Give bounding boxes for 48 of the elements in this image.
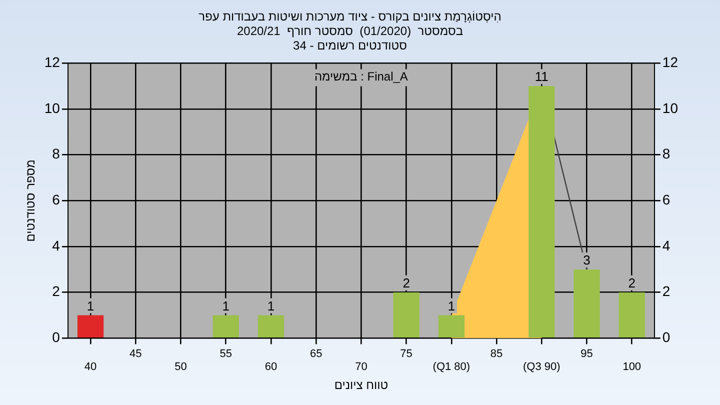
bar <box>258 315 284 338</box>
y-axis-title: מספר סטודנטים <box>24 160 38 242</box>
data-label: 3 <box>583 252 590 268</box>
data-label: 1 <box>448 298 456 314</box>
y2-tick-label: 12 <box>662 54 678 70</box>
x-tick-label: 95 <box>580 348 593 360</box>
x-tick-label: 100 <box>622 361 642 374</box>
y2-tick-label: 8 <box>662 146 670 162</box>
y2-tick-label: 10 <box>662 100 678 116</box>
data-label: 1 <box>267 298 275 314</box>
data-label: 1 <box>222 298 230 314</box>
y-tick-label: 8 <box>52 146 60 162</box>
y2-tick-label: 4 <box>662 237 670 254</box>
bar <box>393 292 420 338</box>
x-tick-label: (Q1 80) <box>432 361 470 374</box>
data-label: 2 <box>628 275 636 290</box>
bar <box>77 315 104 338</box>
chart-title: הִיסְטוֹגְרָמַת ציונים בקורס - ציוד מערכות ושיטות בעבודות עפר <box>198 10 502 24</box>
x-tick-label: 75 <box>400 348 412 360</box>
x-tick-label: 40 <box>84 361 97 374</box>
x-axis-title: טווח ציונים <box>334 378 388 392</box>
x-tick-label: (Q3 90) <box>523 361 560 374</box>
x-tick-label: 50 <box>174 361 187 374</box>
y-tick-label: 10 <box>44 100 60 116</box>
bar <box>528 86 555 338</box>
y2-tick-label: 2 <box>662 283 670 300</box>
annotation: במשימה : Final_A <box>314 70 408 84</box>
x-tick-label: 45 <box>130 348 142 360</box>
bar <box>438 315 465 338</box>
x-tick-label: 55 <box>220 348 232 360</box>
y-tick-label: 2 <box>52 283 60 300</box>
y2-tick-label: 6 <box>662 192 670 208</box>
y-tick-label: 4 <box>52 237 60 254</box>
data-label: 1 <box>86 298 94 314</box>
x-tick-label: 60 <box>264 361 278 374</box>
x-tick-label: 70 <box>355 361 368 374</box>
bar <box>212 315 239 338</box>
data-label: 11 <box>534 69 548 84</box>
data-label: 2 <box>402 275 410 290</box>
x-tick-label: 85 <box>490 348 503 360</box>
bar <box>574 269 600 338</box>
y-tick-label: 0 <box>52 329 60 346</box>
y-tick-label: 12 <box>44 54 60 70</box>
x-tick-label: 65 <box>310 348 322 360</box>
bar <box>618 292 645 338</box>
y-tick-label: 6 <box>52 192 60 208</box>
chart-subtitle: בסמסטר (01/2020) סמסטר חורף 2020/21 סטודנטים רשומים - 34 <box>236 24 464 52</box>
y2-tick-label: 0 <box>662 329 670 346</box>
